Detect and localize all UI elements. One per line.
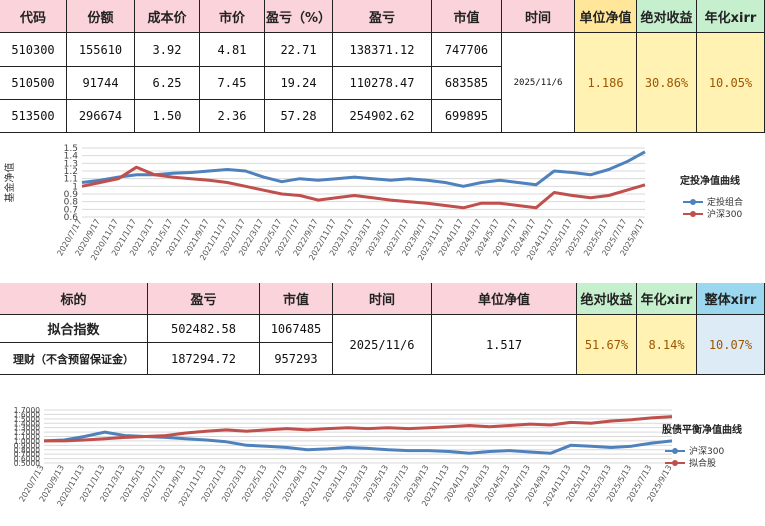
- header-cell: 时间: [502, 0, 575, 33]
- legend-title: 定投净值曲线: [680, 174, 740, 187]
- y-tick-label: 1.6000: [14, 410, 40, 419]
- y-tick-label: 1.7000: [14, 406, 40, 415]
- legend-marker: [672, 448, 678, 454]
- header-cell: 份额: [67, 0, 135, 33]
- y-tick-label: 1.1: [64, 175, 78, 185]
- table-cell: 155610: [67, 33, 135, 67]
- header-cell: 成本价: [135, 0, 200, 33]
- unit-nav-cell: 1.186: [575, 33, 637, 133]
- table-cell: 1067485: [260, 315, 333, 343]
- y-tick-label: 1.3000: [14, 424, 40, 433]
- table-cell: 296674: [67, 100, 135, 133]
- table-cell: 110278.47: [333, 67, 432, 100]
- data-line: [44, 415, 673, 443]
- table-cell: 57.28: [265, 100, 333, 133]
- y-tick-label: 1: [72, 182, 78, 192]
- header-cell: 单位净值: [575, 0, 637, 33]
- y-axis-title: 基金净值: [3, 163, 16, 203]
- data-line: [81, 150, 646, 188]
- table-cell: 502482.58: [148, 315, 260, 343]
- header-cell: 绝对收益: [577, 283, 637, 315]
- y-tick-label: 1.3: [64, 159, 78, 169]
- table-cell: 187294.72: [148, 343, 260, 375]
- table-cell: 254902.62: [333, 100, 432, 133]
- y-tick-label: 1.1000: [14, 433, 40, 442]
- table-cell: 3.92: [135, 33, 200, 67]
- table-cell: 4.81: [200, 33, 265, 67]
- table-cell: 957293: [260, 343, 333, 375]
- legend-label: 拟合股: [689, 457, 716, 469]
- overall-xirr-cell: 10.07%: [697, 315, 765, 375]
- header-cell: 代码: [0, 0, 67, 33]
- y-tick-label: 0.6000: [14, 455, 40, 464]
- table-cell: 513500: [0, 100, 67, 133]
- header-cell: 盈亏（%）: [265, 0, 333, 33]
- table-cell: 699895: [432, 100, 502, 133]
- header-cell: 盈亏: [333, 0, 432, 33]
- table-cell: 1.50: [135, 100, 200, 133]
- header-cell: 市值: [432, 0, 502, 33]
- date-cell: 2025/11/6: [333, 315, 432, 375]
- table-cell: 510300: [0, 33, 67, 67]
- absolute-return-cell: 51.67%: [577, 315, 637, 375]
- legend-marker: [690, 211, 696, 217]
- y-tick-label: 0.9: [64, 190, 79, 200]
- table-cell: 510500: [0, 67, 67, 100]
- legend-label: 定投组合: [707, 196, 743, 208]
- absolute-return-cell: 30.86%: [637, 33, 697, 133]
- header-cell: 盈亏: [148, 283, 260, 315]
- header-cell: 年化xirr: [637, 283, 697, 315]
- y-tick-label: 0.9000: [14, 441, 40, 450]
- y-tick-label: 0.6: [64, 213, 79, 223]
- unit-nav-cell: 1.517: [432, 315, 577, 375]
- header-cell: 年化xirr: [697, 0, 765, 33]
- header-cell: 单位净值: [432, 283, 577, 315]
- y-tick-label: 1.2000: [14, 428, 40, 437]
- legend-label: 沪深300: [689, 445, 724, 457]
- y-tick-label: 0.8000: [14, 446, 40, 455]
- header-cell: 市值: [260, 283, 333, 315]
- table-cell: 683585: [432, 67, 502, 100]
- header-cell: 时间: [333, 283, 432, 315]
- legend-marker: [672, 460, 678, 466]
- table-cell: 91744: [67, 67, 135, 100]
- header-cell: 整体xirr: [697, 283, 765, 315]
- legend-title: 股债平衡净值曲线: [662, 423, 742, 436]
- y-tick-label: 1.4000: [14, 419, 40, 428]
- header-cell: 标的: [0, 283, 148, 315]
- y-tick-label: 0.7: [64, 205, 78, 215]
- y-tick-label: 1.2: [64, 167, 78, 177]
- table-cell: 19.24: [265, 67, 333, 100]
- table-cell: 理财（不含预留保证金）: [0, 343, 148, 375]
- table-cell: 7.45: [200, 67, 265, 100]
- table-cell: 747706: [432, 33, 502, 67]
- xirr-cell: 8.14%: [637, 315, 697, 375]
- table-cell: 138371.12: [333, 33, 432, 67]
- y-tick-label: 1.5: [64, 144, 78, 154]
- y-tick-label: 0.7000: [14, 450, 40, 459]
- y-tick-label: 1.5000: [14, 415, 40, 424]
- table-cell: 拟合指数: [0, 315, 148, 343]
- table-cell: 6.25: [135, 67, 200, 100]
- legend-marker: [690, 199, 696, 205]
- y-tick-label: 1.4: [64, 152, 79, 162]
- date-cell: 2025/11/6: [502, 33, 575, 133]
- y-tick-label: 1.0000: [14, 437, 40, 446]
- legend-label: 沪深300: [707, 208, 742, 220]
- table-cell: 2.36: [200, 100, 265, 133]
- y-tick-label: 0.5000: [14, 459, 40, 468]
- xirr-cell: 10.05%: [697, 33, 765, 133]
- data-line: [81, 165, 646, 210]
- header-cell: 绝对收益: [637, 0, 697, 33]
- header-cell: 市价: [200, 0, 265, 33]
- y-tick-label: 0.8: [64, 198, 79, 208]
- table-cell: 22.71: [265, 33, 333, 67]
